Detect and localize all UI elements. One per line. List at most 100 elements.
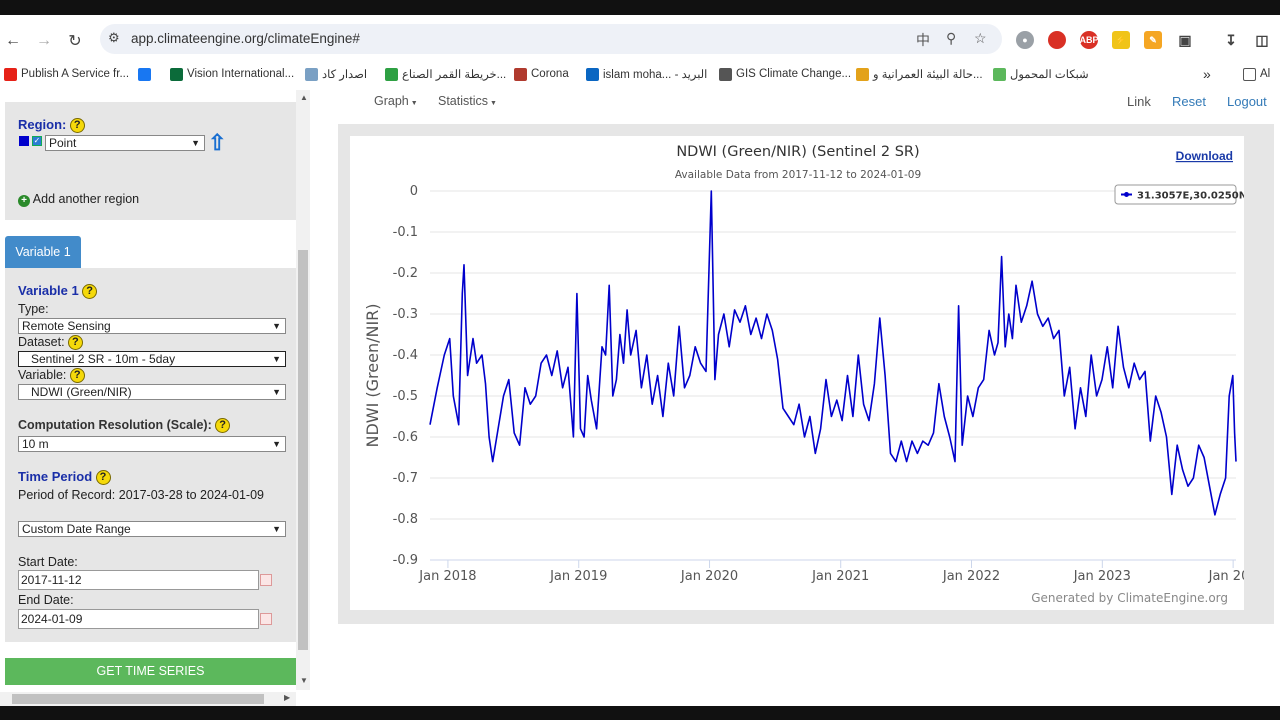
y-tick-label: -0.1: [393, 225, 418, 240]
bookmark-item[interactable]: islam moha... - البريد: [586, 66, 707, 82]
extensions-puzzle-icon[interactable]: ▣: [1176, 31, 1194, 49]
variable-heading: Variable 1: [18, 283, 79, 298]
legend-box: [1114, 184, 1237, 205]
bookmark-item[interactable]: Corona: [514, 66, 569, 82]
sidebar-horizontal-scrollbar[interactable]: ▶: [0, 692, 296, 706]
bookmark-favicon-icon: [385, 67, 398, 81]
scale-help-icon[interactable]: ?: [215, 418, 231, 434]
end-date-input[interactable]: 2024-01-09: [18, 609, 259, 629]
x-tick-label: Jan 2021: [811, 569, 869, 584]
y-axis-label: NDWI (Green/NIR): [363, 303, 382, 447]
bookmark-favicon-icon: [586, 67, 599, 81]
download-link[interactable]: Download: [1176, 149, 1233, 163]
bookmark-item[interactable]: Vision International...: [170, 66, 294, 82]
bookmarks-overflow-button[interactable]: »: [1203, 66, 1211, 82]
bookmark-favicon-icon: [719, 67, 732, 81]
scale-select[interactable]: 10 m ▼: [18, 436, 286, 452]
pokeball-extension-icon[interactable]: [1048, 31, 1066, 49]
lightning-extension-icon[interactable]: ⚡: [1112, 31, 1130, 49]
y-tick-label: -0.5: [393, 389, 418, 404]
main-content: Graph ▼ Statistics ▼ Link Reset Logout 0…: [310, 86, 1280, 706]
start-date-input[interactable]: 2017-11-12: [18, 570, 259, 590]
type-select[interactable]: Remote Sensing ▼: [18, 318, 286, 334]
statistics-menu[interactable]: Statistics ▼: [438, 94, 497, 108]
logout-button[interactable]: Logout: [1227, 94, 1267, 109]
all-bookmarks-button[interactable]: Al: [1243, 66, 1270, 82]
x-tick-label: Jan 2023: [1073, 569, 1131, 584]
bookmark-label: GIS Climate Change...: [736, 68, 852, 80]
link-button[interactable]: Link: [1127, 94, 1151, 109]
side-panel-icon[interactable]: ◫: [1253, 31, 1271, 49]
dataset-help-icon[interactable]: ?: [67, 335, 83, 351]
chart-title: NDWI (Green/NIR) (Sentinel 2 SR): [676, 144, 919, 160]
legend-point-marker: [1124, 192, 1129, 197]
bookmark-favicon-icon: [170, 67, 183, 81]
bookmark-item[interactable]: خريطة القمر الصناع...: [385, 66, 506, 82]
notes-extension-icon[interactable]: ✎: [1144, 31, 1162, 49]
adblock-icon[interactable]: ABP: [1080, 31, 1099, 49]
address-bar[interactable]: ⚙ app.climateengine.org/climateEngine# 中…: [100, 24, 1002, 54]
globe-extension-icon[interactable]: ●: [1016, 31, 1034, 49]
end-calendar-icon[interactable]: [260, 613, 272, 625]
bookmark-favicon-icon: [993, 67, 1006, 81]
start-calendar-icon[interactable]: [260, 574, 272, 586]
translate-icon[interactable]: 中: [916, 32, 930, 48]
forward-icon[interactable]: →: [36, 32, 52, 49]
region-checkbox[interactable]: ✓: [32, 136, 42, 146]
time-period-label: Time Period: [18, 469, 93, 484]
bookmark-label: Corona: [531, 68, 569, 80]
y-tick-label: -0.7: [393, 471, 418, 486]
bookmark-favicon-icon: [514, 67, 527, 81]
bookmark-label: islam moha... - البريد: [603, 69, 708, 81]
variable-select[interactable]: NDWI (Green/NIR) ▼: [18, 384, 286, 400]
region-color-swatch[interactable]: [19, 136, 29, 146]
sidebar-vertical-scrollbar[interactable]: ▲ ▼: [296, 90, 310, 690]
site-settings-icon[interactable]: ⚙: [108, 30, 120, 45]
chart-subtitle: Available Data from 2017-11-12 to 2024-0…: [675, 169, 921, 181]
variable-panel: Variable 1 ? Type: Remote Sensing ▼ Datas…: [5, 268, 296, 642]
get-time-series-button[interactable]: GET TIME SERIES: [5, 658, 296, 685]
bookmark-label: Vision International...: [187, 68, 295, 80]
url-text[interactable]: app.climateengine.org/climateEngine#: [131, 31, 360, 46]
y-tick-label: -0.8: [393, 512, 418, 527]
bookmark-star-icon[interactable]: ☆: [974, 30, 987, 46]
bookmark-item[interactable]: اصدار كاد: [305, 66, 367, 82]
variable-help-icon[interactable]: ?: [82, 284, 98, 300]
dataset-select[interactable]: Sentinel 2 SR - 10m - 5day ▼: [18, 351, 286, 367]
region-type-select[interactable]: Point ▼: [45, 135, 205, 151]
bookmark-favicon-icon: [305, 67, 318, 81]
download-icon[interactable]: ↧: [1222, 31, 1240, 49]
back-icon[interactable]: ←: [5, 32, 21, 49]
tab-variable-1[interactable]: Variable 1: [5, 236, 81, 268]
reload-icon[interactable]: ↻: [68, 33, 82, 50]
reset-button[interactable]: Reset: [1172, 94, 1206, 109]
bookmark-item[interactable]: شبكات المحمول: [993, 66, 1089, 82]
ndwi-chart: 0-0.1-0.2-0.3-0.4-0.5-0.6-0.7-0.8-0.9Jan…: [363, 144, 1244, 605]
bookmark-label: اصدار كاد: [322, 69, 368, 81]
x-tick-label: Jan 2018: [418, 569, 476, 584]
zoom-icon[interactable]: ⚲: [946, 30, 957, 46]
region-help-icon[interactable]: ?: [69, 118, 85, 134]
chart-credit: Generated by ClimateEngine.org: [1031, 591, 1228, 605]
region-label: Region:: [18, 117, 67, 132]
y-tick-label: -0.4: [393, 348, 418, 363]
bookmark-item[interactable]: Publish A Service fr...: [4, 66, 129, 82]
time-period-help-icon[interactable]: ?: [95, 470, 111, 486]
region-panel: Region: ? ✓ Point ▼ ⇧ + Add another regio…: [5, 102, 296, 220]
os-top-strip: [0, 0, 1280, 15]
bookmark-item[interactable]: حالة البيئة العمرانية و...: [856, 66, 983, 82]
bookmark-favicon-icon: [138, 67, 151, 81]
variable-select-help-icon[interactable]: ?: [69, 368, 85, 384]
series-line: [429, 190, 1237, 516]
bookmark-item[interactable]: [138, 66, 155, 82]
y-tick-label: -0.3: [393, 307, 418, 322]
add-region-link[interactable]: + Add another region: [18, 192, 139, 207]
bookmark-item[interactable]: GIS Climate Change...: [719, 66, 851, 82]
upload-arrow-icon[interactable]: ⇧: [208, 130, 227, 155]
add-icon: +: [18, 195, 30, 207]
graph-menu[interactable]: Graph ▼: [374, 94, 418, 108]
date-range-select[interactable]: Custom Date Range ▼: [18, 521, 286, 537]
bookmark-label: خريطة القمر الصناع...: [402, 69, 507, 81]
bookmark-label: حالة البيئة العمرانية و...: [873, 69, 983, 81]
y-tick-label: -0.9: [393, 553, 418, 568]
